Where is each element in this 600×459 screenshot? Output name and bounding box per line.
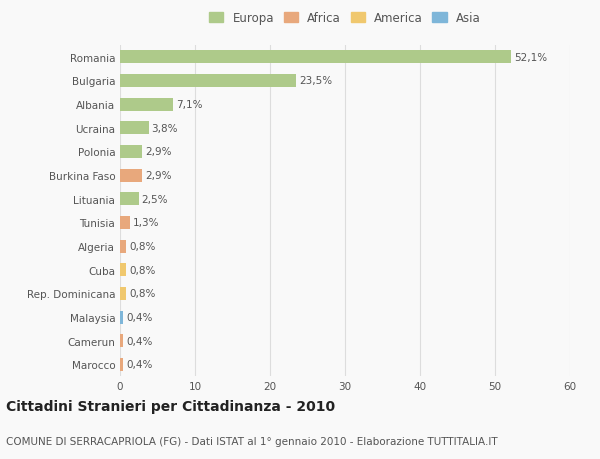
Text: 23,5%: 23,5% (299, 76, 332, 86)
Text: 2,9%: 2,9% (145, 171, 171, 181)
Text: 52,1%: 52,1% (514, 53, 547, 63)
Text: 0,4%: 0,4% (126, 313, 152, 322)
Text: COMUNE DI SERRACAPRIOLA (FG) - Dati ISTAT al 1° gennaio 2010 - Elaborazione TUTT: COMUNE DI SERRACAPRIOLA (FG) - Dati ISTA… (6, 436, 497, 446)
Text: 0,8%: 0,8% (129, 289, 155, 299)
Legend: Europa, Africa, America, Asia: Europa, Africa, America, Asia (209, 12, 481, 25)
Text: 0,4%: 0,4% (126, 359, 152, 369)
Bar (120, 311, 123, 324)
Text: 0,8%: 0,8% (129, 241, 155, 252)
Text: 2,5%: 2,5% (142, 194, 168, 204)
Bar (120, 98, 173, 112)
Bar (120, 335, 123, 347)
Bar (120, 169, 142, 182)
Bar (120, 287, 126, 300)
Text: 3,8%: 3,8% (151, 123, 178, 134)
Bar (120, 263, 126, 277)
Text: 7,1%: 7,1% (176, 100, 203, 110)
Bar (120, 146, 142, 159)
Bar (120, 122, 149, 135)
Bar (120, 217, 130, 230)
Text: 2,9%: 2,9% (145, 147, 171, 157)
Text: 1,3%: 1,3% (133, 218, 159, 228)
Bar (120, 75, 296, 88)
Bar (120, 240, 126, 253)
Text: 0,8%: 0,8% (129, 265, 155, 275)
Text: 0,4%: 0,4% (126, 336, 152, 346)
Text: Cittadini Stranieri per Cittadinanza - 2010: Cittadini Stranieri per Cittadinanza - 2… (6, 399, 335, 413)
Bar (120, 358, 123, 371)
Bar (120, 51, 511, 64)
Bar (120, 193, 139, 206)
